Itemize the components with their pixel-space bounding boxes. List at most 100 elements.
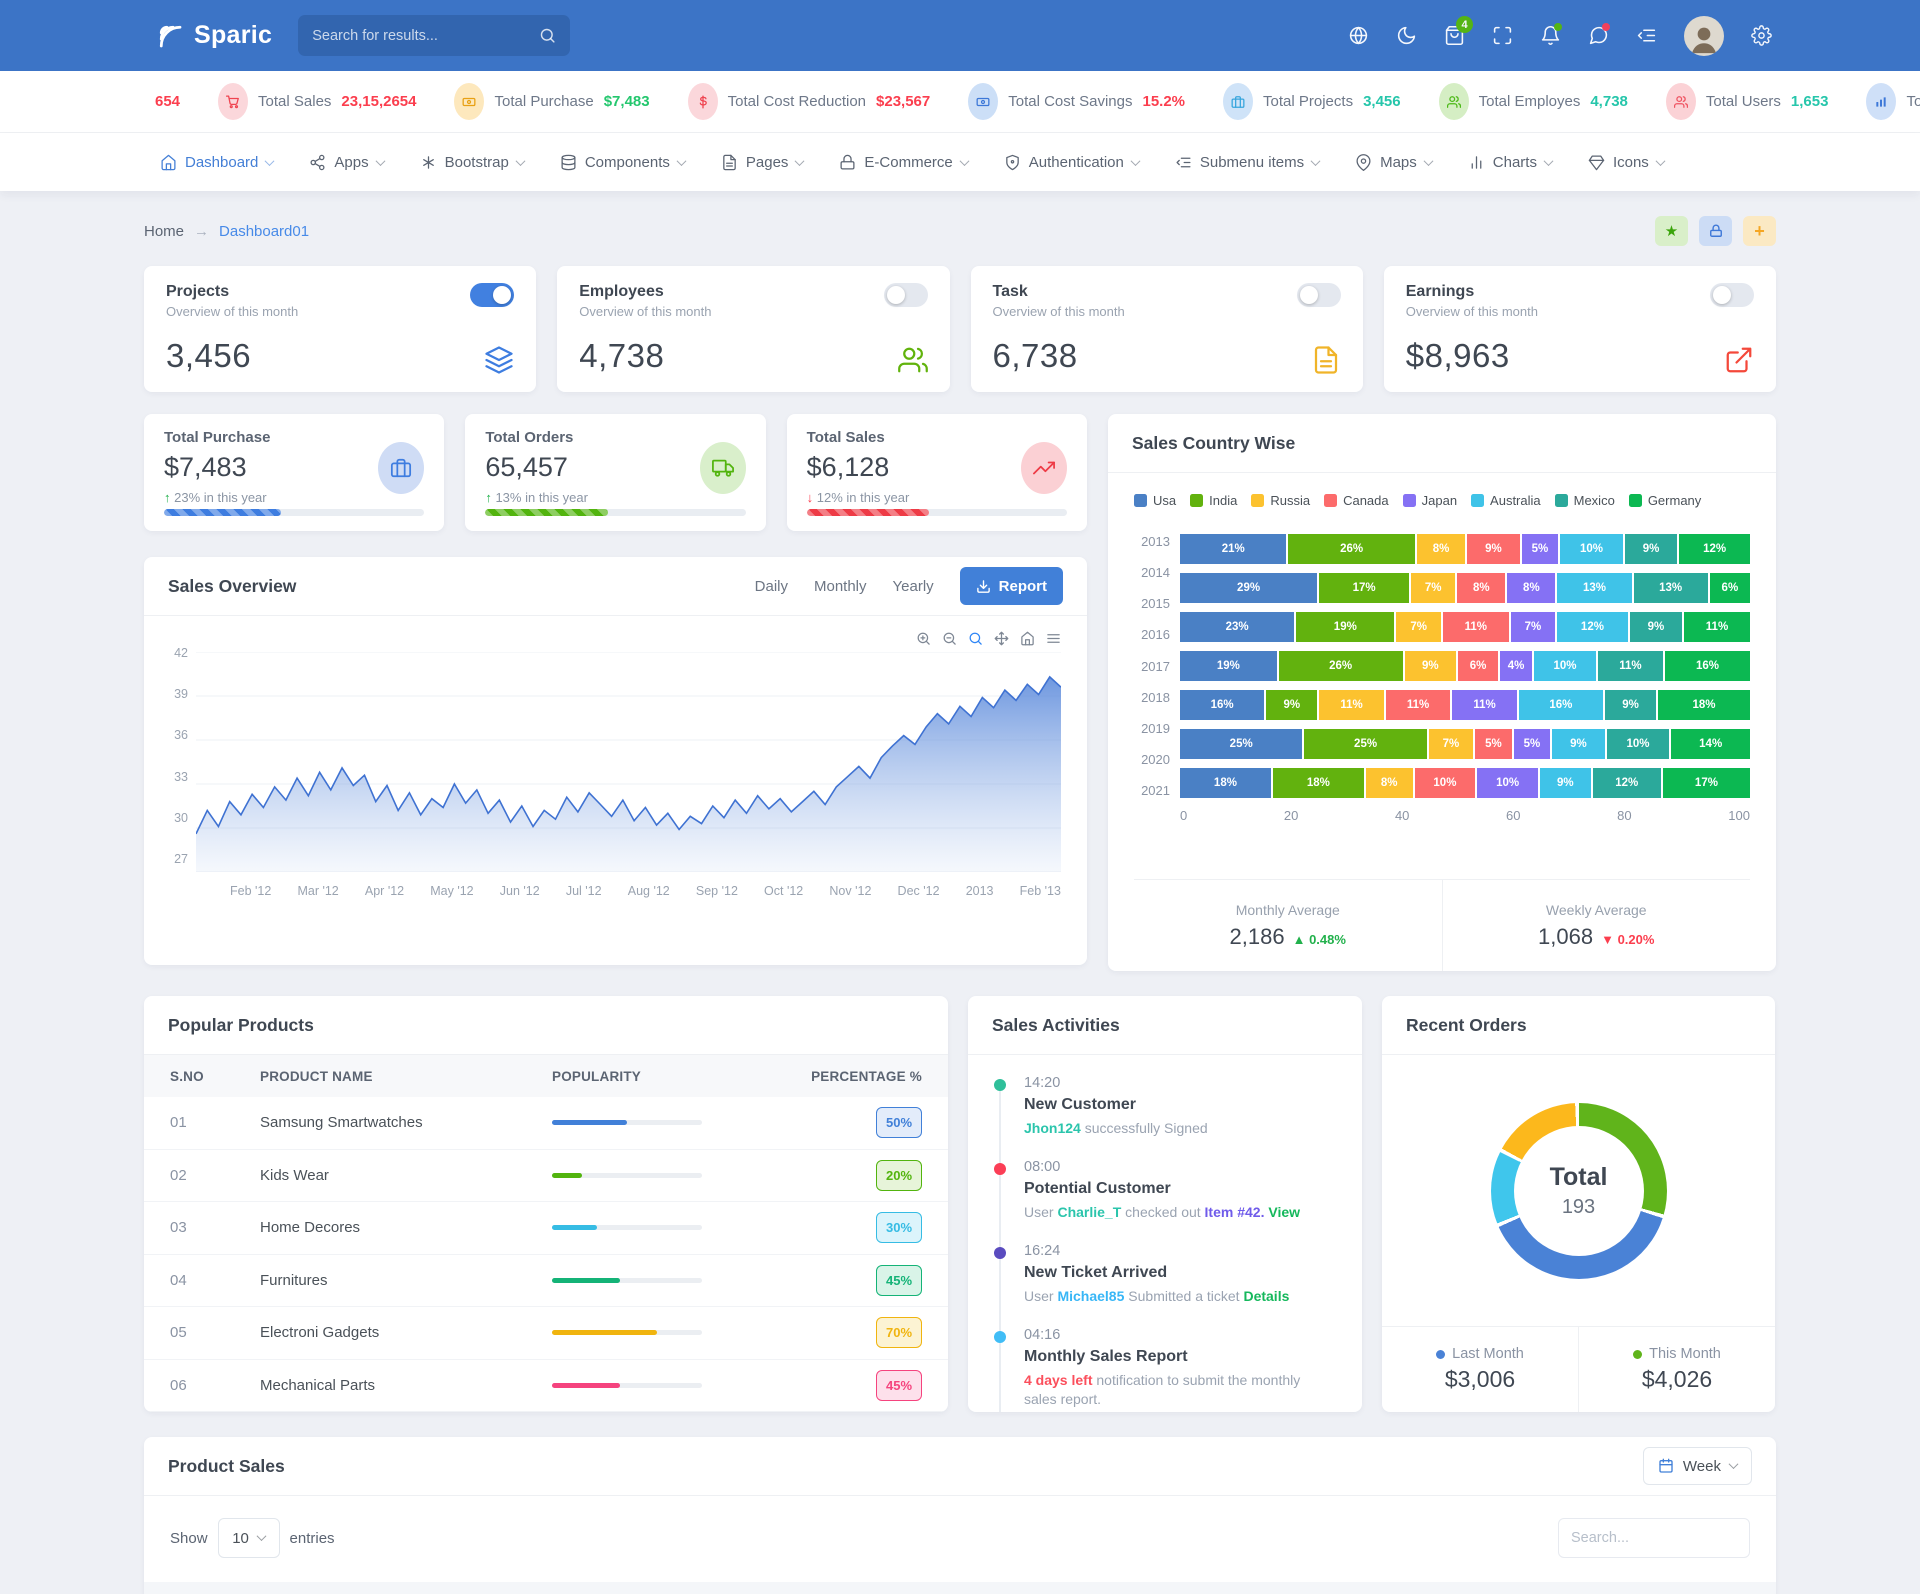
product-row[interactable]: 05 Electroni Gadgets 70% [144, 1307, 948, 1360]
activity-text-part[interactable]: 4 days left [1024, 1371, 1093, 1388]
toggle-switch[interactable] [883, 283, 928, 307]
user-avatar[interactable] [1684, 15, 1724, 56]
bar-segment-value: 4% [1507, 660, 1525, 672]
nav-item-label: Dashboard [185, 153, 259, 171]
donut-center-label: Total [1549, 1162, 1608, 1191]
briefcase-icon [378, 442, 425, 494]
percentage-badge: 50% [876, 1107, 922, 1139]
activity-text-part[interactable]: Charlie_T [1057, 1203, 1122, 1220]
share-icon [309, 154, 326, 171]
bar-segment-value: 25% [1354, 738, 1378, 750]
bar-segment-germany: 12% [1679, 534, 1751, 564]
activity-text-part[interactable]: Michael85 [1057, 1287, 1125, 1304]
zoom-in-icon[interactable] [916, 631, 931, 646]
users-icon [1665, 83, 1696, 120]
nav-item-bootstrap[interactable]: Bootstrap [420, 154, 526, 171]
stat-card-task: Task Overview of this month 6,738 [970, 266, 1363, 392]
popularity-bar [552, 1330, 702, 1336]
ticker-label: Total Leads [1906, 93, 1920, 110]
week-dropdown-button[interactable]: Week [1642, 1447, 1752, 1485]
toggle-switch[interactable] [1710, 283, 1754, 307]
nav-item-apps[interactable]: Apps [309, 154, 386, 171]
stat-card-top: Earnings Overview of this month [1406, 283, 1754, 319]
column-header: POPULARITY [552, 1068, 642, 1084]
entries-select[interactable]: 10 [217, 1518, 280, 1558]
sidebar-toggle-icon[interactable] [1636, 25, 1657, 46]
year-label: 2017 [1141, 658, 1170, 674]
product-row[interactable]: 02 Kids Wear 20% [144, 1150, 948, 1202]
weekly-average-label: Weekly Average [1545, 901, 1647, 918]
product-row[interactable]: 04 Furnitures 45% [144, 1255, 948, 1307]
stat-card-title: Projects [166, 283, 230, 300]
ticker-item: Total Sales 23,15,2654 [218, 83, 416, 120]
nav-item-components[interactable]: Components [560, 154, 687, 171]
messages-icon[interactable] [1588, 23, 1610, 46]
y-tick-label: 42 [174, 646, 188, 660]
nav-item-icons[interactable]: Icons [1588, 154, 1666, 171]
nav-item-e-commerce[interactable]: E-Commerce [839, 154, 970, 171]
nav-item-authentication[interactable]: Authentication [1004, 154, 1141, 171]
reset-home-icon[interactable] [1020, 631, 1035, 646]
mini-card-progress [485, 509, 746, 516]
x-tick-label: 40 [1394, 808, 1410, 823]
breadcrumb-current[interactable]: Dashboard01 [219, 222, 310, 240]
popular-products-card: Popular Products S.NO PRODUCT NAME POPULAR… [144, 996, 948, 1412]
lock-button[interactable] [1699, 216, 1732, 246]
range-button-monthly[interactable]: Monthly [813, 577, 867, 595]
product-row[interactable]: 03 Home Decores 30% [144, 1202, 948, 1255]
cart-badge: 4 [1456, 16, 1473, 33]
breadcrumb-home[interactable]: Home [144, 222, 185, 240]
add-button[interactable]: + [1743, 216, 1776, 246]
mini-card-progress-fill [485, 509, 608, 516]
nav-item-pages[interactable]: Pages [721, 154, 805, 171]
pan-icon[interactable] [994, 631, 1009, 646]
asterisk-icon [420, 154, 437, 171]
range-button-yearly[interactable]: Yearly [892, 577, 934, 595]
app-logo[interactable]: Sparic [155, 21, 272, 51]
bar-segment-canada: 8% [1457, 573, 1506, 603]
popular-products-title: Popular Products [168, 1014, 314, 1035]
activity-text-part[interactable]: Details [1243, 1287, 1290, 1304]
ticker-value: 23,15,2654 [341, 93, 417, 110]
bar-segment-germany: 16% [1664, 651, 1750, 681]
percentage-badge: 70% [876, 1317, 922, 1349]
nav-item-charts[interactable]: Charts [1468, 154, 1554, 171]
table-search-input[interactable] [1558, 1518, 1750, 1558]
product-row[interactable]: 01 Samsung Smartwatches 50% [144, 1097, 948, 1150]
product-sno: 02 [170, 1166, 187, 1184]
nav-item-submenu-items[interactable]: Submenu items [1175, 154, 1321, 171]
bar-segment-australia: 10% [1560, 534, 1623, 564]
chart-menu-icon[interactable] [1046, 631, 1061, 646]
dark-mode-icon[interactable] [1396, 25, 1417, 46]
activity-title: Monthly Sales Report [1024, 1347, 1188, 1365]
nav-item-maps[interactable]: Maps [1355, 154, 1434, 171]
activity-time: 08:00 [1024, 1158, 1061, 1175]
range-button-daily[interactable]: Daily [754, 577, 788, 595]
year-label: 2016 [1141, 627, 1170, 643]
nav-item-dashboard[interactable]: Dashboard [160, 153, 275, 171]
settings-gear-icon[interactable] [1751, 25, 1772, 46]
activity-text-part[interactable]: Jhon124 [1024, 1120, 1081, 1136]
line-series [196, 677, 1061, 834]
bar-segment-value: 21% [1221, 543, 1245, 555]
activity-text-part[interactable]: View [1264, 1203, 1301, 1220]
favorite-button[interactable]: ★ [1655, 216, 1688, 246]
recent-orders-title: Recent Orders [1406, 1014, 1527, 1035]
toggle-switch[interactable] [1296, 283, 1341, 307]
activity-text-part[interactable]: Item #42. [1204, 1203, 1265, 1220]
mini-card-trend-text: 23% in this year [174, 490, 267, 505]
fullscreen-icon[interactable] [1492, 25, 1513, 46]
globe-icon[interactable] [1348, 25, 1369, 46]
shopping-bag-icon[interactable]: 4 [1444, 16, 1473, 46]
report-button[interactable]: Report [959, 567, 1063, 605]
zoom-out-icon[interactable] [942, 631, 957, 646]
zoom-select-icon[interactable] [968, 631, 983, 646]
bar-segment-russia: 7% [1396, 612, 1441, 642]
bar-segment-australia: 10% [1534, 651, 1596, 681]
external-icon [1724, 345, 1754, 375]
search-input[interactable] [312, 27, 540, 44]
search-icon[interactable] [539, 27, 556, 44]
toggle-switch[interactable] [470, 283, 515, 307]
product-row[interactable]: 06 Mechanical Parts 45% [144, 1360, 948, 1412]
notifications-bell-icon[interactable] [1540, 23, 1562, 46]
